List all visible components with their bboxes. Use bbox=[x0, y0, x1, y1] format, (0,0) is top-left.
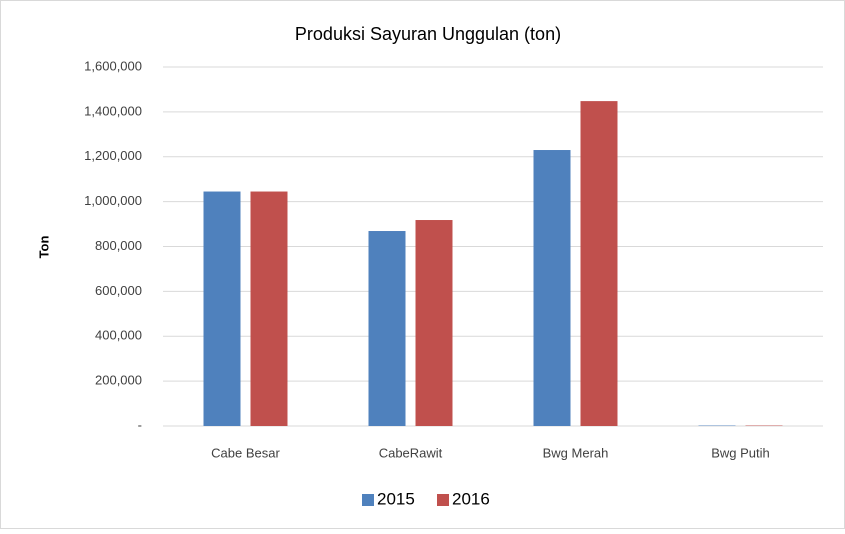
bar bbox=[534, 150, 571, 426]
legend-swatch bbox=[437, 494, 449, 506]
y-tick-label: 1,200,000 bbox=[84, 148, 142, 163]
y-tick-label: 600,000 bbox=[95, 283, 142, 298]
bar bbox=[204, 192, 241, 426]
legend-swatch bbox=[362, 494, 374, 506]
bar bbox=[416, 220, 453, 426]
x-tick-label: Bwg Putih bbox=[711, 445, 770, 460]
x-tick-label: Cabe Besar bbox=[211, 445, 280, 460]
y-axis-label: Ton bbox=[36, 236, 51, 259]
y-tick-label: 400,000 bbox=[95, 328, 142, 343]
legend-label: 2015 bbox=[377, 489, 415, 508]
bar bbox=[581, 101, 618, 426]
y-tick-label: 200,000 bbox=[95, 373, 142, 388]
legend-label: 2016 bbox=[452, 489, 490, 508]
y-tick-label: 1,600,000 bbox=[84, 58, 142, 73]
y-tick-label: 1,000,000 bbox=[84, 193, 142, 208]
x-tick-label: Bwg Merah bbox=[543, 445, 609, 460]
y-tick-label: - bbox=[138, 417, 142, 432]
x-tick-label: CabeRawit bbox=[379, 445, 443, 460]
bar bbox=[251, 192, 288, 426]
chart-title: Produksi Sayuran Unggulan (ton) bbox=[295, 24, 561, 44]
y-tick-label: 1,400,000 bbox=[84, 103, 142, 118]
bar bbox=[369, 231, 406, 426]
y-tick-label: 800,000 bbox=[95, 238, 142, 253]
